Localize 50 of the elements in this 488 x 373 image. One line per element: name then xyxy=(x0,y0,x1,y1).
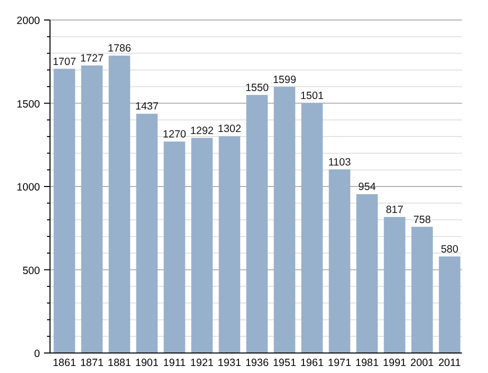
bar xyxy=(274,86,296,353)
data-label: 758 xyxy=(413,214,432,226)
bar xyxy=(218,136,240,353)
x-tick-label: 1901 xyxy=(135,357,159,369)
data-label: 817 xyxy=(386,204,404,216)
bar xyxy=(54,68,76,353)
bar xyxy=(164,142,186,353)
bar xyxy=(81,65,103,353)
x-tick-label: 1981 xyxy=(355,357,379,369)
data-label: 1103 xyxy=(328,156,351,168)
x-tick-label: 2001 xyxy=(410,357,434,369)
y-tick-label: 2000 xyxy=(16,15,40,27)
bar xyxy=(438,256,460,353)
data-label: 1437 xyxy=(135,100,159,113)
y-tick-label: 1000 xyxy=(16,182,40,194)
x-tick-label: 1936 xyxy=(245,357,269,369)
data-label: 1599 xyxy=(272,74,296,86)
bar xyxy=(411,226,433,353)
x-tick-label: 1991 xyxy=(382,357,406,369)
data-label: 1302 xyxy=(218,123,242,136)
y-tick-label: 0 xyxy=(34,348,40,360)
x-tick-label: 1951 xyxy=(272,357,296,369)
bar xyxy=(191,138,213,353)
bar xyxy=(108,56,130,353)
data-label: 1727 xyxy=(80,52,104,64)
data-label: 1292 xyxy=(190,124,214,137)
x-tick-label: 1881 xyxy=(108,357,132,369)
data-label: 580 xyxy=(440,243,459,256)
x-tick-label: 1921 xyxy=(190,357,214,369)
bar xyxy=(136,114,158,353)
data-label: 1501 xyxy=(300,90,324,102)
y-tick-label: 500 xyxy=(22,264,40,277)
data-label: 1270 xyxy=(162,128,186,141)
bar xyxy=(301,103,323,353)
x-tick-label: 1961 xyxy=(300,357,324,369)
bar xyxy=(328,169,350,353)
x-tick-label: 1971 xyxy=(328,357,352,369)
bar xyxy=(246,94,268,353)
x-tick-label: 1871 xyxy=(80,357,104,369)
data-label: 1707 xyxy=(52,56,76,68)
x-tick-label: 1911 xyxy=(163,357,186,369)
bar xyxy=(356,194,378,353)
y-tick-label: 1500 xyxy=(16,98,40,110)
data-label: 1550 xyxy=(245,82,269,94)
bar xyxy=(384,216,406,353)
x-tick-label: 2011 xyxy=(438,357,462,369)
x-tick-label: 1931 xyxy=(218,357,242,369)
x-tick-label: 1861 xyxy=(52,357,76,369)
data-label: 1786 xyxy=(108,42,132,55)
data-label: 954 xyxy=(358,181,376,194)
